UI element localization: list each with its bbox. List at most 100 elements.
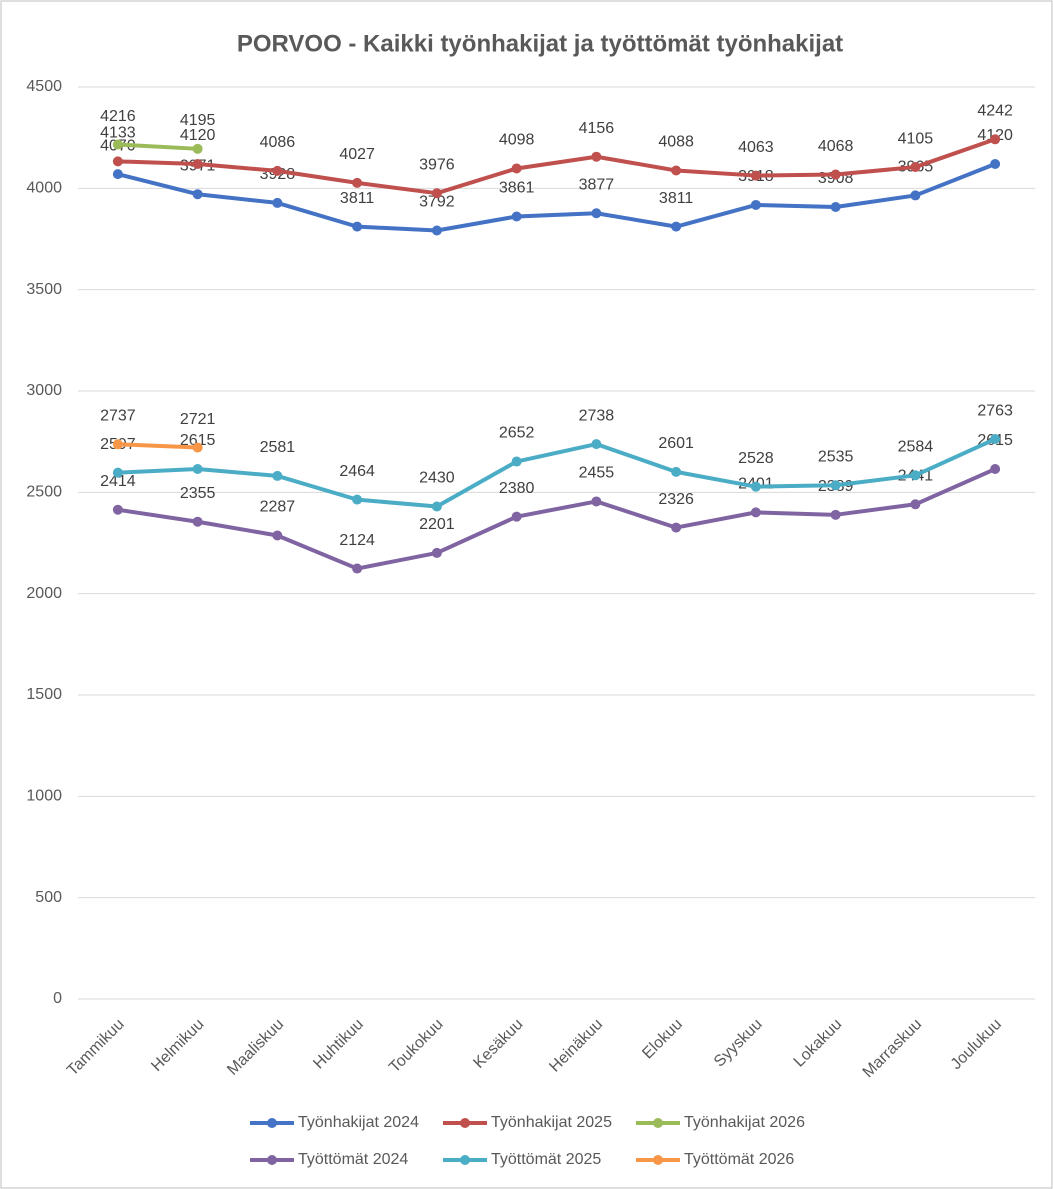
point <box>990 434 1001 445</box>
data-label: 2535 <box>818 448 854 465</box>
data-label: 4156 <box>579 120 615 137</box>
legend-label: Työttömät 2024 <box>298 1151 408 1168</box>
point <box>272 165 283 176</box>
point <box>192 143 203 154</box>
point <box>192 464 203 475</box>
data-label: 2201 <box>419 516 455 533</box>
point <box>910 470 921 481</box>
series-line <box>117 162 996 233</box>
data-label: 2737 <box>100 408 136 425</box>
point <box>352 494 363 505</box>
data-label: 2581 <box>260 439 296 456</box>
series-line <box>117 142 198 151</box>
data-label: 4086 <box>260 134 296 151</box>
point <box>272 530 283 541</box>
data-label: 3811 <box>340 190 375 207</box>
data-label: 4098 <box>499 132 535 149</box>
point <box>830 480 841 491</box>
y-tick-label: 500 <box>35 889 62 906</box>
data-label: 2584 <box>898 439 934 456</box>
point <box>352 221 363 232</box>
data-label: 4133 <box>100 125 136 142</box>
data-label: 4120 <box>180 127 216 144</box>
data-label: 2380 <box>499 480 535 497</box>
legend-label: Työnhakijat 2024 <box>298 1114 419 1131</box>
data-label: 2124 <box>339 532 375 549</box>
data-label: 2601 <box>658 435 694 452</box>
y-tick-label: 3500 <box>26 281 62 298</box>
legend-label: Työttömät 2025 <box>491 1151 601 1168</box>
point <box>591 496 602 507</box>
point <box>830 169 841 180</box>
point <box>990 464 1001 475</box>
point <box>272 197 283 208</box>
data-label: 3861 <box>499 180 535 197</box>
series-line <box>117 467 996 571</box>
point <box>830 201 841 212</box>
data-label: 2721 <box>180 411 216 428</box>
data-label: 3877 <box>579 176 615 193</box>
point <box>511 211 522 222</box>
point <box>591 151 602 162</box>
data-label: 4195 <box>180 112 216 129</box>
point <box>112 467 123 478</box>
legend-label: Työttömät 2026 <box>684 1151 794 1168</box>
point <box>910 162 921 173</box>
series-line <box>117 137 996 196</box>
legend-label: Työnhakijat 2025 <box>491 1114 612 1131</box>
legend-marker <box>460 1118 470 1128</box>
y-tick-label: 1500 <box>26 686 62 703</box>
y-tick-label: 2000 <box>26 585 62 602</box>
data-label: 2464 <box>339 463 375 480</box>
data-label: 3811 <box>659 190 694 207</box>
point <box>990 159 1001 170</box>
y-tick-label: 4500 <box>26 78 62 95</box>
point <box>192 516 203 527</box>
point <box>750 507 761 518</box>
point <box>431 188 442 199</box>
data-label: 3792 <box>419 194 455 211</box>
point <box>352 563 363 574</box>
point <box>671 466 682 477</box>
series-line <box>117 442 198 450</box>
point <box>511 511 522 522</box>
data-label: 4068 <box>818 138 854 155</box>
data-label: 2615 <box>180 432 216 449</box>
data-label: 2326 <box>658 491 694 508</box>
data-label: 4088 <box>658 134 694 151</box>
point <box>671 221 682 232</box>
data-label: 3976 <box>419 156 455 173</box>
data-label: 2652 <box>499 425 535 442</box>
data-label: 2287 <box>260 499 296 516</box>
point <box>431 225 442 236</box>
y-tick-label: 3000 <box>26 382 62 399</box>
data-label: 2738 <box>579 407 615 424</box>
point <box>591 208 602 219</box>
data-label: 4063 <box>738 139 774 156</box>
data-label: 2414 <box>100 473 136 490</box>
data-label: 4242 <box>977 103 1013 120</box>
point <box>112 156 123 167</box>
data-label: 4027 <box>339 146 375 163</box>
point <box>272 470 283 481</box>
point <box>910 499 921 510</box>
point <box>112 439 123 450</box>
point <box>112 139 123 150</box>
point <box>511 456 522 467</box>
point <box>671 165 682 176</box>
legend-marker <box>653 1155 663 1165</box>
point <box>431 547 442 558</box>
data-label: 2430 <box>419 470 455 487</box>
point <box>112 504 123 515</box>
point <box>910 190 921 201</box>
point <box>750 170 761 181</box>
point <box>192 442 203 453</box>
point <box>750 481 761 492</box>
point <box>192 159 203 170</box>
point <box>192 189 203 200</box>
legend-marker <box>653 1118 663 1128</box>
point <box>431 501 442 512</box>
data-label: 2763 <box>977 402 1013 419</box>
legend-marker <box>460 1155 470 1165</box>
